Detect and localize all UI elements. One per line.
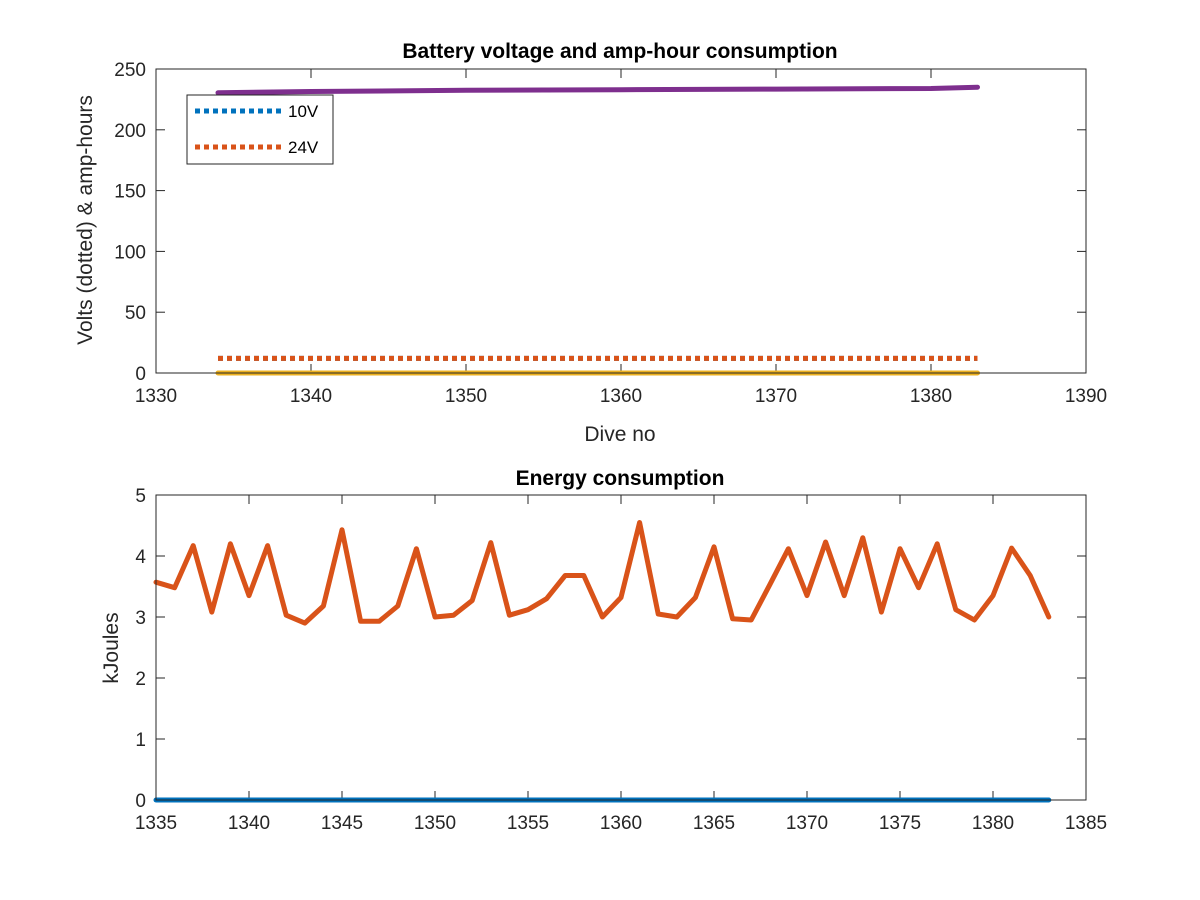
voltage-series-line-3 (215, 84, 980, 96)
energy-xtick-label: 1375 (879, 813, 921, 834)
energy-xtick-label: 1350 (414, 813, 456, 834)
voltage-chart-title: Battery voltage and amp-hour consumption (402, 40, 837, 63)
voltage-chart-legend: 10V 24V (186, 94, 334, 165)
voltage-xtick-label: 1390 (1065, 386, 1107, 407)
energy-ytick-label: 5 (135, 486, 146, 507)
energy-ytick-label: 0 (135, 791, 146, 812)
energy-ytick-label: 1 (135, 730, 146, 751)
energy-chart-frame (155, 494, 1087, 801)
voltage-ytick-label: 200 (114, 121, 146, 142)
voltage-xtick-label: 1340 (290, 386, 332, 407)
voltage-ytick-label: 50 (125, 303, 146, 324)
voltage-ytick-label: 0 (135, 364, 146, 385)
voltage-chart-ticks: 1330 1340 1350 1360 1370 1380 1390 0 50 100 150 200… (114, 60, 1107, 407)
voltage-xtick-label: 1370 (755, 386, 797, 407)
energy-xtick-label: 1365 (693, 813, 735, 834)
legend-label-10v: 10V (288, 102, 319, 121)
voltage-chart: Battery voltage and amp-hour consumption… (74, 40, 1107, 446)
voltage-xtick-label: 1350 (445, 386, 487, 407)
energy-xtick-label: 1345 (321, 813, 363, 834)
energy-ytick-label: 3 (135, 608, 146, 629)
energy-xtick-label: 1385 (1065, 813, 1107, 834)
voltage-chart-xlabel: Dive no (584, 423, 655, 446)
energy-xtick-label: 1355 (507, 813, 549, 834)
legend-label-24v: 24V (288, 138, 319, 157)
energy-xtick-label: 1370 (786, 813, 828, 834)
energy-xtick-label: 1380 (972, 813, 1014, 834)
energy-chart-ylabel: kJoules (100, 612, 123, 683)
energy-chart-ticks: 1335 1340 1345 1350 1355 1360 1365 1370 1375 1380… (135, 486, 1107, 834)
voltage-ytick-label: 250 (114, 60, 146, 81)
energy-xtick-label: 1360 (600, 813, 642, 834)
energy-xtick-label: 1340 (228, 813, 270, 834)
voltage-ytick-label: 100 (114, 242, 146, 263)
energy-series-line-1 (153, 520, 1052, 626)
voltage-chart-frame (155, 68, 1087, 374)
energy-chart-title: Energy consumption (516, 467, 725, 490)
voltage-xtick-label: 1380 (910, 386, 952, 407)
voltage-chart-ylabel: Volts (dotted) & amp-hours (74, 95, 97, 345)
energy-xtick-label: 1335 (135, 813, 177, 834)
legend-box (186, 94, 334, 165)
energy-chart-lines (153, 520, 1052, 803)
voltage-xtick-label: 1330 (135, 386, 177, 407)
energy-ytick-label: 4 (135, 547, 146, 568)
voltage-xtick-label: 1360 (600, 386, 642, 407)
energy-chart: Energy consumption kJoules 1335 1340 1345 1… (100, 467, 1107, 834)
energy-ytick-label: 2 (135, 669, 146, 690)
voltage-ytick-label: 150 (114, 182, 146, 203)
